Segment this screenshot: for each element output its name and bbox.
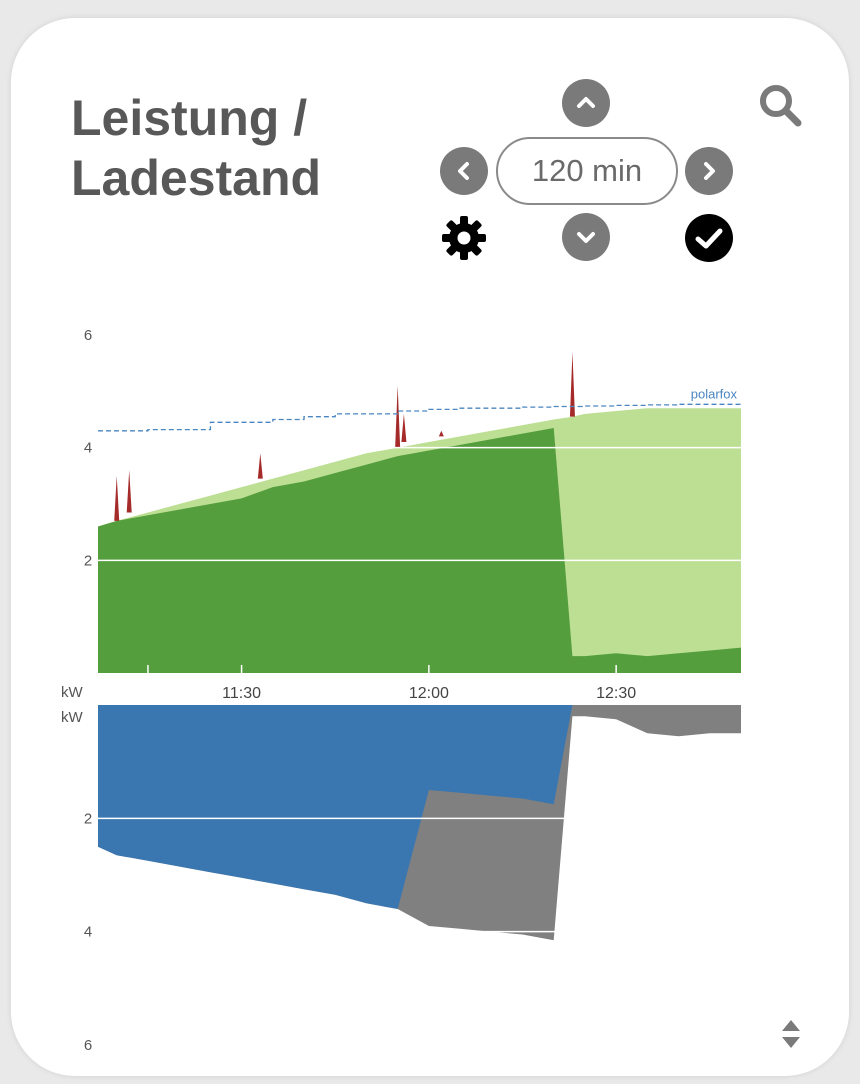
series-area-grid-import bbox=[98, 705, 741, 909]
spike-mark bbox=[395, 385, 401, 448]
y-axis-label: kW bbox=[61, 709, 84, 726]
y-tick-label: 6 bbox=[84, 327, 92, 344]
y-tick-label: 4 bbox=[84, 440, 92, 457]
y-tick-label: 6 bbox=[84, 1037, 92, 1054]
scroll-up-button[interactable] bbox=[562, 79, 610, 127]
time-window-label: 120 min bbox=[531, 153, 643, 188]
gear-icon[interactable] bbox=[440, 214, 488, 262]
spike-mark bbox=[126, 470, 132, 513]
y-tick-label: 2 bbox=[84, 552, 92, 569]
series-area-charging-power bbox=[98, 428, 741, 673]
series-line-polarfox bbox=[98, 403, 741, 432]
spike-mark bbox=[114, 475, 120, 521]
check-circle-icon[interactable] bbox=[684, 213, 734, 263]
spike-mark bbox=[438, 430, 444, 437]
y-axis-label: kW bbox=[61, 684, 84, 701]
time-window-selector[interactable]: 120 min bbox=[496, 137, 678, 205]
chevron-down-icon bbox=[577, 232, 595, 243]
sort-updown-icon[interactable] bbox=[778, 1018, 804, 1050]
x-tick-label: 11:30 bbox=[222, 685, 261, 702]
chevron-up-icon bbox=[577, 97, 595, 108]
title-line-1: Leistung / bbox=[71, 90, 308, 146]
spike-mark bbox=[257, 453, 263, 479]
scroll-down-button[interactable] bbox=[562, 213, 610, 261]
card-title: Leistung / Ladestand bbox=[71, 88, 391, 208]
charging-power-chart: polarfox 2 4 6 kW 11:30 12:00 12:30 bbox=[61, 327, 741, 702]
chevron-left-icon bbox=[458, 162, 469, 180]
x-tick-label: 12:30 bbox=[596, 685, 636, 702]
chevron-right-icon bbox=[704, 162, 715, 180]
y-tick-label: 2 bbox=[84, 810, 92, 827]
spike-mark bbox=[401, 413, 407, 443]
time-back-button[interactable] bbox=[440, 147, 488, 195]
x-tick-label: 12:00 bbox=[409, 685, 449, 702]
spike-mark bbox=[569, 351, 575, 417]
legend-label-polarfox: polarfox bbox=[691, 386, 738, 401]
title-line-2: Ladestand bbox=[71, 150, 322, 206]
search-icon[interactable] bbox=[757, 82, 803, 128]
y-tick-label: 4 bbox=[84, 924, 92, 941]
time-forward-button[interactable] bbox=[685, 147, 733, 195]
grid-consumption-chart: 2 4 6 kW bbox=[61, 705, 741, 1054]
